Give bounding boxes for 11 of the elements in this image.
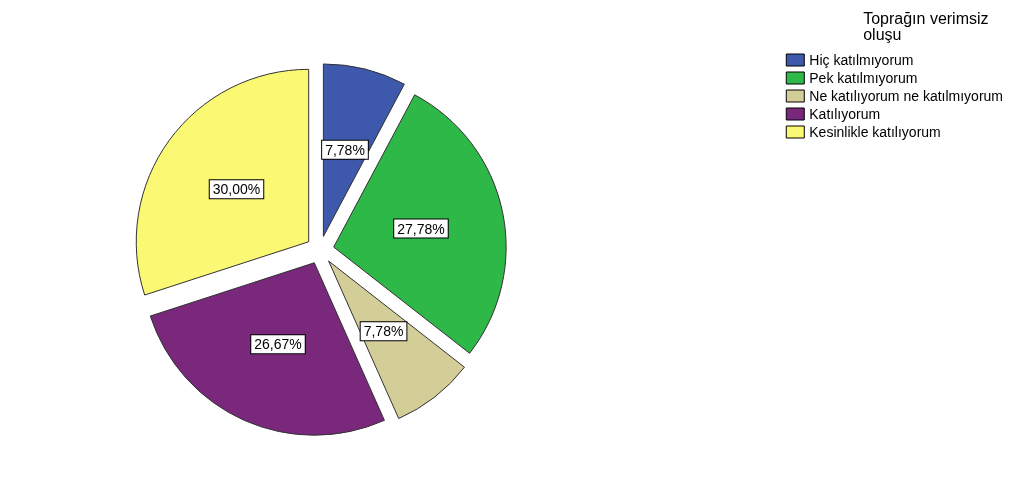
data-label: 26,67%	[254, 336, 302, 353]
data-label: 7,78%	[325, 141, 365, 158]
legend-label: Hiç katılmıyorum	[809, 52, 914, 68]
legend-label: Pek katılmıyorum	[809, 70, 918, 86]
legend-label: Kesinlikle katılıyorum	[809, 124, 941, 140]
data-label: 27,78%	[397, 220, 445, 237]
data-label: 7,78%	[363, 323, 404, 340]
legend-label: Ne katılıyorum ne katılmıyorum	[809, 88, 1004, 104]
legend-title: Toprağın verimsiz oluşu	[863, 9, 994, 43]
legend-label: Katılıyorum	[809, 106, 881, 122]
data-label: 30,00%	[212, 181, 261, 198]
